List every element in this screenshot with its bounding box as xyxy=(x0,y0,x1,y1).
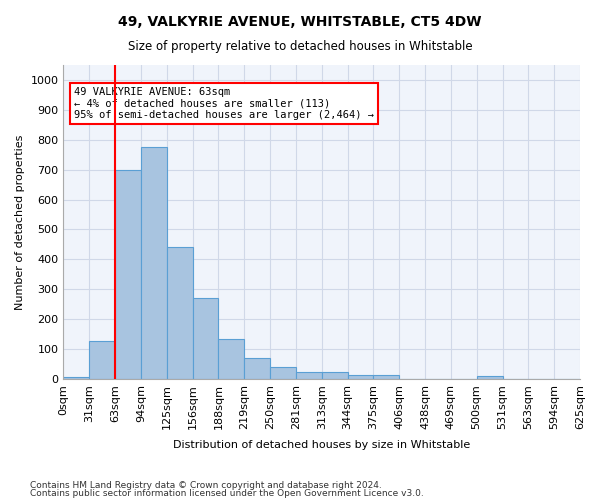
Bar xyxy=(167,248,193,379)
Text: Contains public sector information licensed under the Open Government Licence v3: Contains public sector information licen… xyxy=(30,488,424,498)
Bar xyxy=(322,372,347,379)
Bar xyxy=(218,340,244,379)
Y-axis label: Number of detached properties: Number of detached properties xyxy=(15,134,25,310)
Text: 49 VALKYRIE AVENUE: 63sqm
← 4% of detached houses are smaller (113)
95% of semi-: 49 VALKYRIE AVENUE: 63sqm ← 4% of detach… xyxy=(74,87,374,120)
Bar xyxy=(296,372,322,379)
Bar xyxy=(373,376,399,379)
Bar xyxy=(141,147,167,379)
Bar xyxy=(89,341,115,379)
Bar xyxy=(244,358,270,379)
Bar xyxy=(476,376,503,379)
Text: Contains HM Land Registry data © Crown copyright and database right 2024.: Contains HM Land Registry data © Crown c… xyxy=(30,481,382,490)
Bar xyxy=(193,298,218,379)
Text: Size of property relative to detached houses in Whitstable: Size of property relative to detached ho… xyxy=(128,40,472,53)
Bar xyxy=(270,367,296,379)
Bar xyxy=(115,170,141,379)
Text: 49, VALKYRIE AVENUE, WHITSTABLE, CT5 4DW: 49, VALKYRIE AVENUE, WHITSTABLE, CT5 4DW xyxy=(118,15,482,29)
Bar xyxy=(347,376,373,379)
X-axis label: Distribution of detached houses by size in Whitstable: Distribution of detached houses by size … xyxy=(173,440,470,450)
Bar xyxy=(64,377,89,379)
